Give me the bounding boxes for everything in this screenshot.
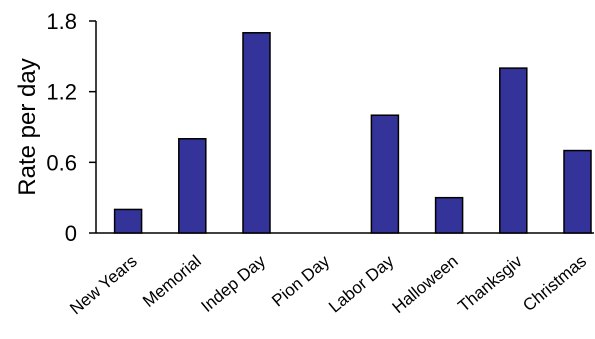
x-category-label: Labor Day: [325, 251, 398, 316]
bar-labor-day: [370, 114, 400, 234]
bar-indep-day: [242, 32, 271, 234]
bar-memorial: [178, 138, 207, 234]
x-category-label: Christmas: [519, 252, 590, 316]
bar-thanksgiv: [499, 67, 528, 234]
y-axis-title: Rate per day: [14, 58, 41, 195]
x-category-label: Memorial: [139, 252, 205, 311]
y-axis: 0 0.6 1.2 1.8: [46, 9, 97, 246]
bars: [113, 32, 592, 234]
bar-halloween: [434, 196, 464, 234]
y-tick-label: 0: [65, 221, 77, 246]
x-category-label: Thanksgiv: [454, 251, 526, 316]
x-category-label: Indep Day: [197, 251, 269, 316]
bar-new-years: [113, 208, 143, 234]
bar-christmas: [563, 149, 592, 234]
x-category-label: Halloween: [389, 252, 462, 318]
y-tick-label: 1.8: [46, 9, 77, 34]
x-category-label: Pion Day: [268, 251, 333, 310]
y-tick-label: 1.2: [46, 80, 77, 105]
y-tick-label: 0.6: [46, 150, 77, 175]
x-category-label: New Years: [66, 252, 140, 319]
